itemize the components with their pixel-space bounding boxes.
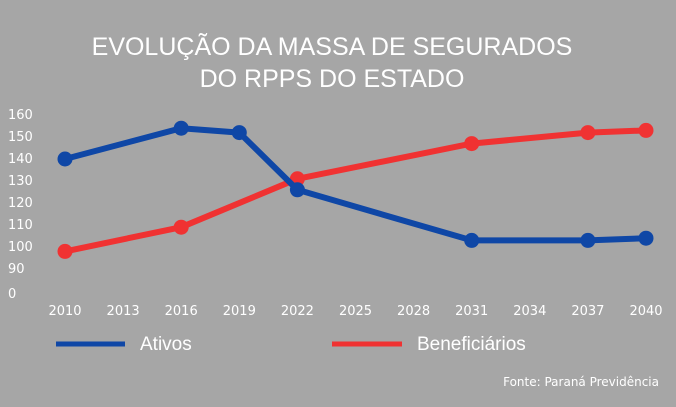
series-line-ativos — [62, 125, 649, 244]
legend-label-beneficiarios: Beneficiários — [417, 334, 526, 355]
y-axis-ticks: 0 90 100 110 120 130 140 150 160 — [8, 108, 33, 302]
source-note: Fonte: Paraná Previdência — [503, 375, 659, 389]
legend-label-ativos: Ativos — [140, 334, 192, 355]
y-tick-label: 150 — [8, 130, 33, 145]
y-tick-label: 0 — [8, 287, 16, 302]
data-point-ativos — [289, 182, 305, 198]
x-tick-label: 2013 — [107, 304, 140, 319]
legend: Ativos Beneficiários — [56, 334, 526, 355]
x-tick-label: 2034 — [513, 304, 546, 319]
x-tick-label: 2025 — [339, 304, 372, 319]
x-tick-label: 2022 — [281, 304, 314, 319]
x-tick-label: 2016 — [165, 304, 198, 319]
y-tick-label: 140 — [8, 152, 33, 167]
chart-title-line-2: DO RPPS DO ESTADO — [200, 65, 465, 93]
data-point-ativos — [57, 151, 73, 167]
data-point-ativos — [231, 125, 247, 141]
data-point-beneficiarios — [173, 219, 189, 235]
data-point-beneficiarios — [57, 243, 73, 259]
y-tick-label: 120 — [8, 196, 33, 211]
data-point-ativos — [580, 232, 596, 248]
data-point-beneficiarios — [580, 125, 596, 141]
data-point-ativos — [173, 120, 189, 136]
x-axis-ticks: 2010 2013 2016 2019 2022 2025 2028 2031 2034 2037… — [48, 304, 662, 319]
x-tick-label: 2019 — [223, 304, 256, 319]
chart-title-line-1: EVOLUÇÃO DA MASSA DE SEGURADOS — [92, 32, 573, 61]
series-line-beneficiarios — [62, 127, 649, 255]
y-tick-label: 90 — [8, 262, 25, 277]
data-point-beneficiarios — [464, 136, 480, 152]
y-tick-label: 160 — [8, 108, 33, 123]
data-point-ativos — [464, 232, 480, 248]
x-tick-label: 2010 — [48, 304, 81, 319]
x-tick-label: 2031 — [455, 304, 488, 319]
x-tick-label: 2028 — [397, 304, 430, 319]
data-point-ativos — [638, 230, 654, 246]
data-point-beneficiarios — [638, 122, 654, 138]
series-layer — [57, 120, 654, 259]
y-tick-label: 110 — [8, 218, 33, 233]
y-tick-label: 100 — [8, 240, 33, 255]
y-tick-label: 130 — [8, 174, 33, 189]
x-tick-label: 2037 — [571, 304, 604, 319]
x-tick-label: 2040 — [629, 304, 662, 319]
